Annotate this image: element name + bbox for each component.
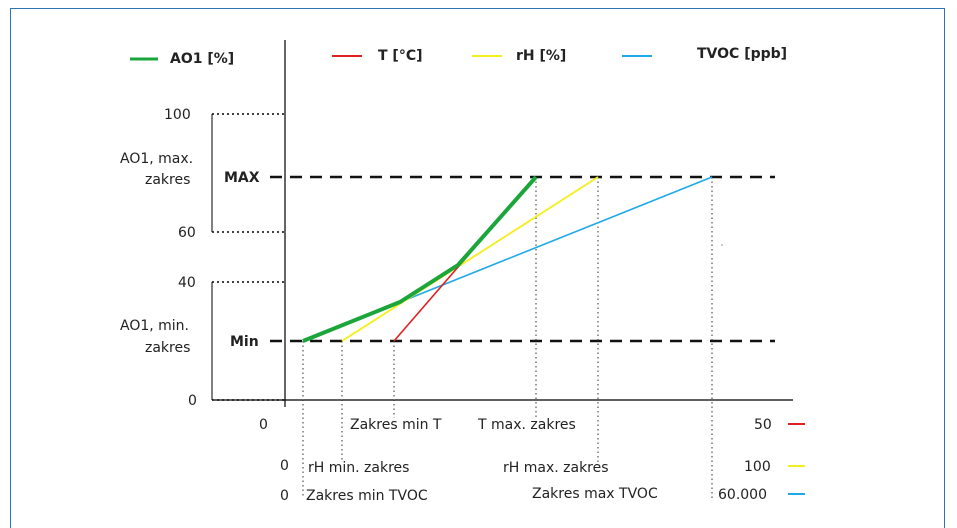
x-rh-max: rH max. zakres (503, 460, 609, 476)
y-tick-40: 40 (178, 275, 196, 291)
x-tvoc-min: Zakres min TVOC (306, 488, 428, 504)
x-rh-min: rH min. zakres (308, 460, 409, 476)
x-rh-end: 100 (744, 459, 771, 475)
legend-rh-label: rH [%] (516, 48, 566, 64)
x-t-max: T max. zakres (477, 417, 576, 433)
y-tick-0: 0 (188, 393, 197, 409)
range-min-label-line1: AO1, min. (120, 318, 189, 334)
ao1-line (302, 175, 538, 343)
x-tvoc-max: Zakres max TVOC (532, 486, 658, 502)
x-t-min: Zakres min T (350, 417, 442, 433)
max-label: MAX (224, 170, 260, 186)
legend: AO1 [%] T [°C] rH [%] TVOC [ppb] (130, 46, 787, 67)
range-max-label-line1: AO1, max. (120, 151, 193, 167)
x-t-zero: 0 (259, 417, 268, 433)
rh-line (341, 176, 599, 342)
legend-ao1-label: AO1 [%] (170, 51, 234, 67)
range-max-label-line2: zakres (145, 172, 190, 188)
x-t-end: 50 (754, 417, 772, 433)
x-tvoc-zero: 0 (280, 488, 289, 504)
min-label: Min (230, 334, 259, 350)
x-rh-zero: 0 (280, 458, 289, 474)
legend-tvoc-label: TVOC [ppb] (697, 46, 787, 62)
range-min-label-line2: zakres (145, 340, 190, 356)
y-tick-100: 100 (164, 107, 191, 123)
x-tvoc-end: 60.000 (718, 487, 767, 503)
diagram-frame (10, 8, 945, 528)
legend-t-label: T [°C] (378, 48, 423, 64)
y-tick-60: 60 (178, 225, 196, 241)
